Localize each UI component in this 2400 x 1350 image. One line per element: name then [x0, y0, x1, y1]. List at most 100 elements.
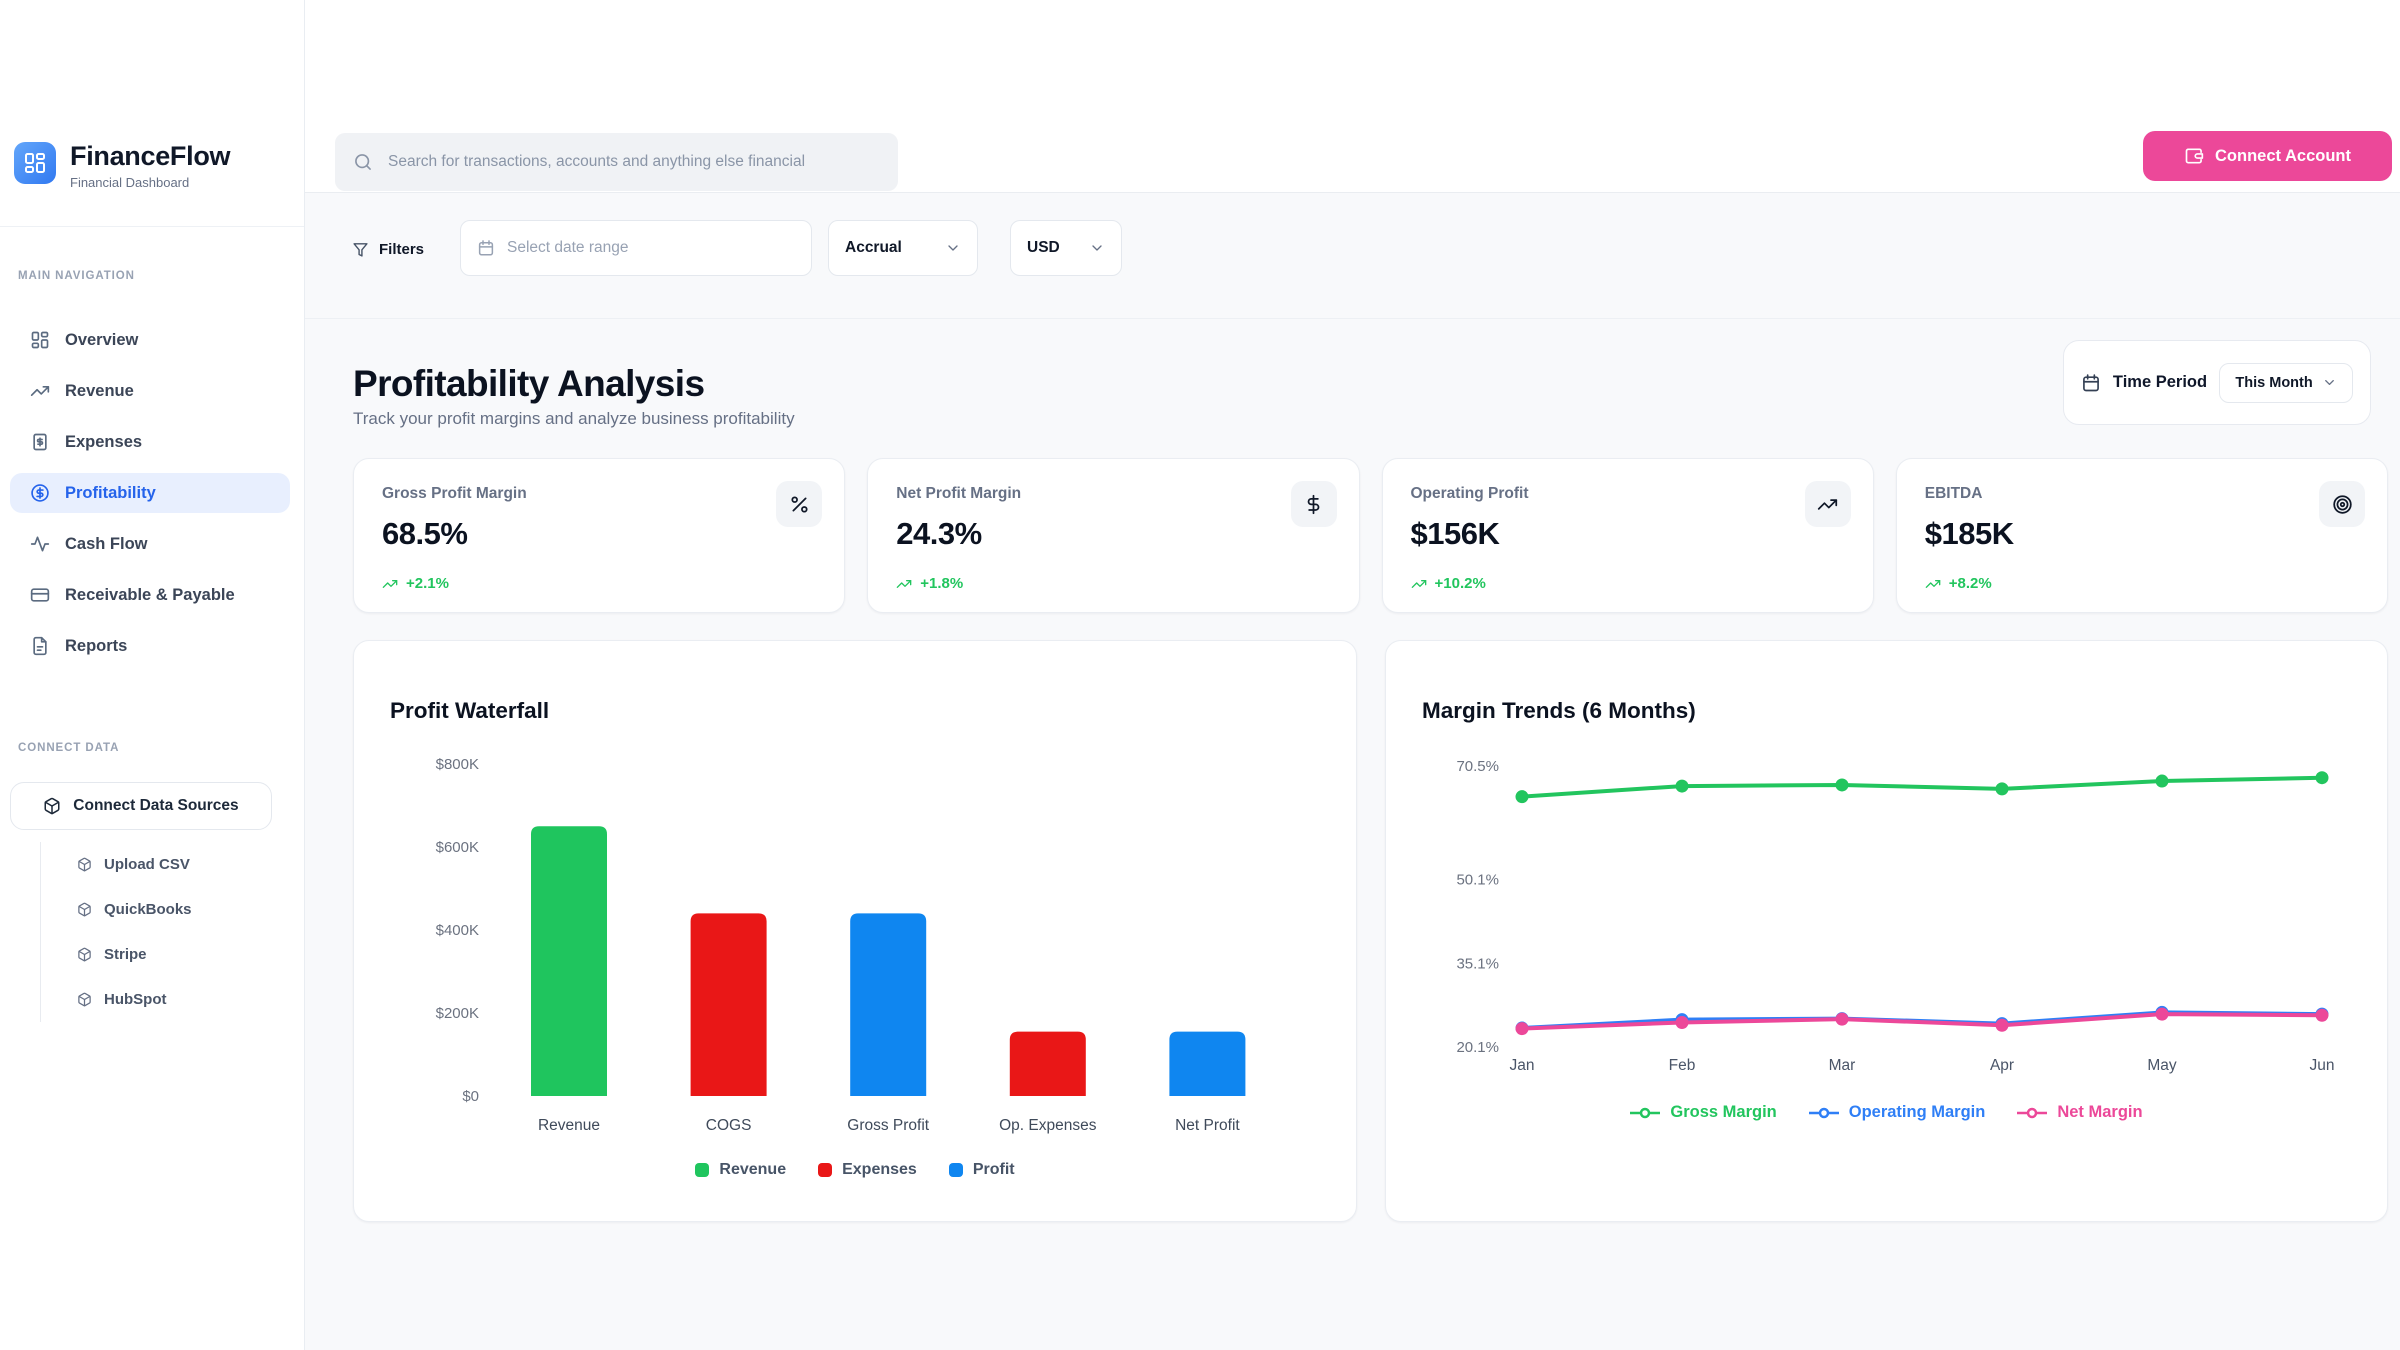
trending-up-icon	[1411, 579, 1426, 588]
funnel-icon	[353, 243, 368, 257]
search-input[interactable]	[386, 152, 880, 172]
percent-icon	[791, 495, 808, 513]
kpi-value: 68.5%	[382, 516, 468, 551]
connect-source-label: Stripe	[104, 946, 147, 963]
svg-text:Revenue: Revenue	[538, 1117, 600, 1134]
cube-icon	[78, 857, 91, 872]
connect-source-stripe[interactable]: Stripe	[41, 932, 272, 977]
svg-text:35.1%: 35.1%	[1456, 955, 1499, 972]
search-icon	[353, 152, 373, 172]
kpi-card-operating-profit: Operating Profit $156K +10.2%	[1381, 458, 1874, 613]
kpi-change: +10.2%	[1411, 575, 1486, 592]
connect-source-upload-csv[interactable]: Upload CSV	[41, 842, 272, 887]
kpi-label: Operating Profit	[1410, 485, 1529, 502]
percent-icon	[776, 481, 823, 527]
sidebar-item-receivable-payable[interactable]: Receivable & Payable	[10, 575, 290, 615]
search-bar[interactable]	[335, 133, 898, 191]
sidebar-item-label: Expenses	[65, 432, 143, 451]
kpi-change-value: +1.8%	[920, 575, 964, 592]
trending-up-icon	[382, 579, 398, 588]
connect-source-label: HubSpot	[104, 991, 167, 1008]
dollar-circle-icon	[31, 484, 49, 502]
time-period-card: Time Period This Month	[2063, 340, 2371, 425]
legend-label: Profit	[972, 1161, 1015, 1178]
dashboard-icon	[31, 331, 49, 349]
funnel-icon	[352, 241, 369, 258]
legend-line-marker	[1808, 1107, 1839, 1118]
kpi-change: +8.2%	[1925, 575, 1992, 592]
sidebar-item-cash-flow[interactable]: Cash Flow	[10, 524, 290, 564]
connect-source-label: Upload CSV	[104, 856, 190, 873]
svg-text:Mar: Mar	[1829, 1057, 1856, 1074]
svg-text:Op. Expenses: Op. Expenses	[999, 1117, 1097, 1134]
kpi-change-value: +8.2%	[1948, 575, 1992, 592]
connect-account-button[interactable]: Connect Account	[2143, 131, 2392, 181]
connect-source-quickbooks[interactable]: QuickBooks	[41, 887, 272, 932]
calendar-icon	[478, 240, 494, 256]
app-tagline: Financial Dashboard	[70, 175, 190, 191]
calendar-icon	[2081, 373, 2101, 393]
target-icon	[2332, 494, 2352, 514]
nav-section-label: MAIN NAVIGATION	[18, 270, 135, 282]
sidebar-item-label: Receivable & Payable	[65, 585, 235, 604]
cube-icon	[43, 797, 61, 815]
trending-up-icon	[30, 386, 50, 396]
connect-source-hubspot[interactable]: HubSpot	[41, 977, 272, 1022]
kpi-change: +2.1%	[382, 575, 449, 592]
trending-up-icon	[1804, 481, 1851, 527]
legend-item-profit: Profit	[948, 1161, 1015, 1179]
margin-trends-legend: Gross Margin Operating Margin Net Margin	[1386, 1103, 2387, 1122]
date-range-placeholder: Select date range	[507, 239, 629, 256]
legend-label: Gross Margin	[1670, 1103, 1777, 1121]
sidebar-item-expenses[interactable]: Expenses	[10, 422, 290, 462]
kpi-value: 24.3%	[896, 516, 982, 551]
file-text-icon	[33, 636, 47, 656]
sidebar-item-revenue[interactable]: Revenue	[10, 371, 290, 411]
svg-text:Jan: Jan	[1510, 1057, 1535, 1074]
connect-account-label: Connect Account	[2215, 146, 2351, 165]
target-icon	[2319, 481, 2365, 527]
connect-data-sources-label: Connect Data Sources	[73, 797, 239, 814]
cube-icon	[78, 992, 91, 1007]
filters-toggle[interactable]: Filters	[352, 241, 424, 258]
sidebar-item-reports[interactable]: Reports	[10, 626, 290, 666]
legend-item-expenses: Expenses	[818, 1161, 917, 1179]
chart-title: Margin Trends (6 Months)	[1422, 697, 1696, 723]
kpi-change-value: +10.2%	[1434, 575, 1486, 592]
trending-up-icon	[896, 579, 912, 588]
kpi-value: $185K	[1924, 516, 2014, 551]
calendar-icon	[477, 239, 495, 257]
profit-waterfall-chart: Profit Waterfall $800K $600K $400K $200K $0 R…	[353, 640, 1357, 1222]
legend-swatch	[695, 1163, 710, 1177]
kpi-change: +1.8%	[896, 575, 963, 592]
cube-icon	[78, 902, 91, 917]
chart-title: Profit Waterfall	[390, 697, 550, 723]
margin-trends-plot: 70.5% 50.1% 35.1% 20.1% Jan Feb Mar Apr May Jun	[1386, 641, 2387, 1221]
accounting-method-select[interactable]: Accrual	[828, 220, 978, 276]
time-period-select[interactable]: This Month	[2219, 362, 2354, 403]
svg-text:Jun: Jun	[2310, 1057, 2335, 1074]
sidebar-item-overview[interactable]: Overview	[10, 320, 290, 360]
filters-label: Filters	[379, 241, 425, 258]
sidebar-item-profitability[interactable]: Profitability	[10, 473, 290, 513]
legend-swatch	[818, 1163, 833, 1177]
trending-up-icon	[1925, 579, 1941, 588]
currency-select[interactable]: USD	[1010, 220, 1122, 276]
kpi-label: EBITDA	[1924, 485, 1983, 502]
date-range-input[interactable]: Select date range	[460, 220, 812, 276]
dollar-icon	[1307, 494, 1320, 514]
app-logo-icon	[14, 142, 56, 184]
time-period-label: Time Period	[2112, 373, 2208, 391]
sidebar-item-label: Profitability	[65, 483, 156, 502]
legend-label: Expenses	[842, 1161, 917, 1178]
chevron-down-icon	[945, 240, 961, 256]
app-logo-text: FinanceFlow Financial Dashboard	[70, 142, 231, 191]
kpi-grid: Gross Profit Margin 68.5% +2.1% Net Profit …	[353, 458, 2388, 613]
connect-source-label: QuickBooks	[104, 901, 192, 918]
page-subtitle: Track your profit margins and analyze bu…	[353, 409, 795, 428]
margin-trends-svg: 70.5% 50.1% 35.1% 20.1% Jan Feb Mar Apr May Jun	[1456, 758, 2335, 1074]
credit-card-icon	[30, 588, 50, 602]
chevron-down-icon	[2322, 375, 2337, 390]
connect-data-sources-button[interactable]: Connect Data Sources	[10, 782, 272, 830]
